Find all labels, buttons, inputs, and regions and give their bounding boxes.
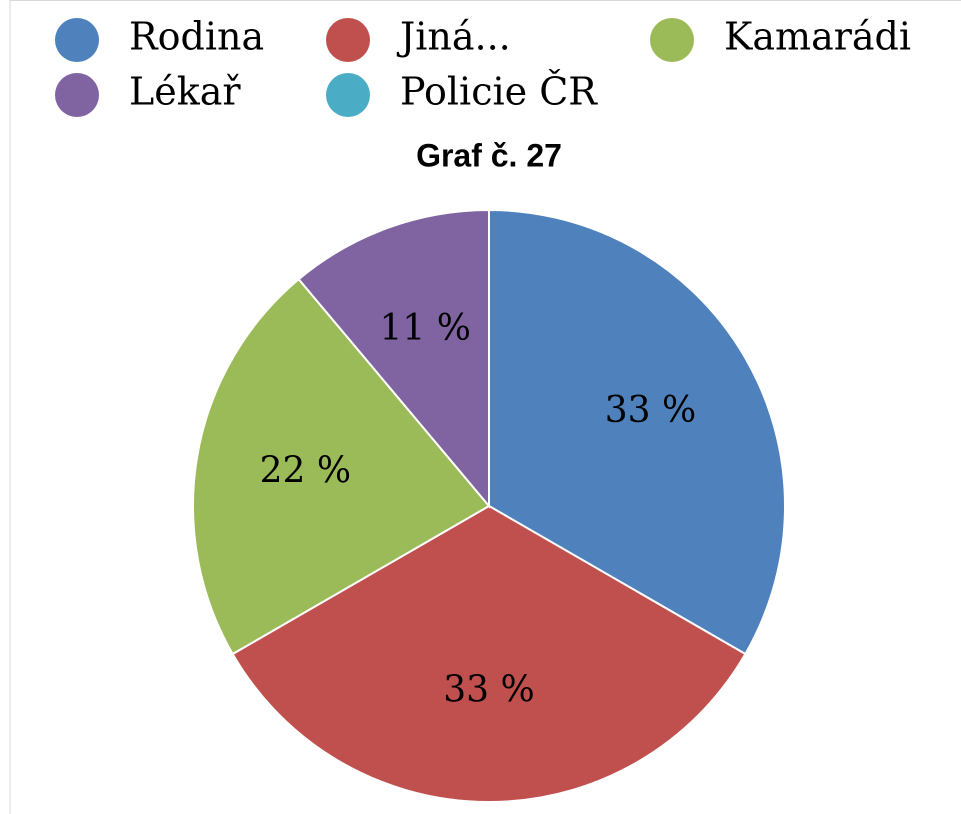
legend-swatch bbox=[326, 73, 370, 117]
data-label: 33 % bbox=[443, 669, 534, 710]
data-label: 22 % bbox=[260, 451, 351, 492]
pie-slice bbox=[297, 208, 490, 509]
legend-label: Jiná... bbox=[396, 15, 511, 59]
pie-slice bbox=[192, 277, 491, 656]
legend-label: Policie ČR bbox=[400, 70, 598, 114]
legend-swatch bbox=[326, 18, 370, 62]
legend-swatch bbox=[650, 18, 694, 62]
legend-label: Rodina bbox=[129, 15, 264, 59]
legend-swatch bbox=[55, 18, 99, 62]
data-label: 33 % bbox=[605, 390, 696, 431]
legend-label: Lékař bbox=[129, 70, 241, 114]
legend-label: Kamarádi bbox=[724, 15, 911, 59]
legend-swatch bbox=[55, 73, 99, 117]
data-label: 11 % bbox=[379, 308, 470, 349]
chart-title: Graf č. 27 bbox=[416, 137, 562, 173]
pie-slice bbox=[488, 208, 787, 656]
